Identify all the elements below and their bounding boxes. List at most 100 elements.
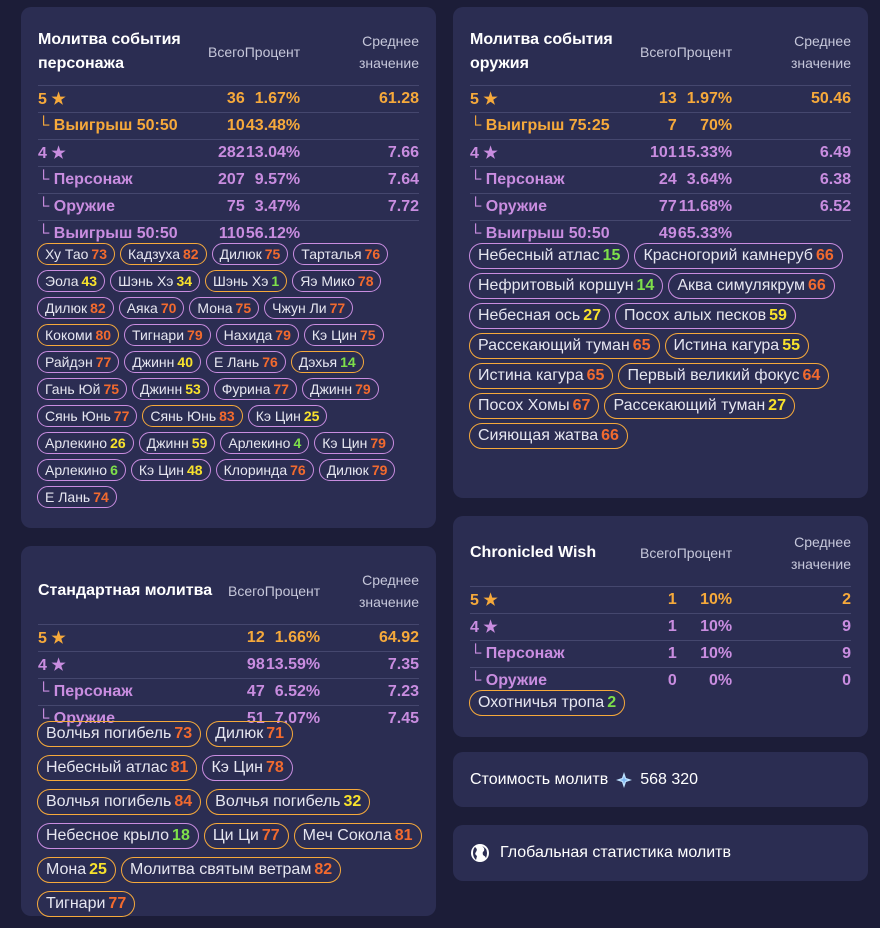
item-chip: Тигнари 77: [37, 891, 136, 917]
table-cell: 7.64: [300, 166, 419, 194]
row-character: └ Персонаж 1 10% 9: [470, 640, 851, 668]
item-chip: Сияющая жатва 66: [469, 423, 628, 449]
row-5star: 5 ★ 1 10% 2: [470, 586, 851, 614]
table-cell: 5 ★: [470, 586, 640, 614]
row-5star: 5 ★ 13 1.97% 50.46: [470, 85, 851, 113]
chip-name: Небесное крыло: [46, 827, 170, 844]
table-cell: [300, 112, 419, 140]
chip-count: 66: [815, 247, 834, 264]
item-chip: Небесный атлас 81: [37, 755, 198, 781]
chip-name: Эола: [45, 273, 79, 289]
table-cell: 10%: [676, 640, 733, 668]
global-stats-row[interactable]: Глобальная статистика молитв: [470, 825, 731, 881]
row-win-5050: └ Выигрыш 50:50 49 65.33%: [470, 220, 851, 247]
item-chip: Джинн 59: [138, 432, 216, 454]
table-cell: 1.97%: [676, 85, 733, 113]
chip-name: Кэ Цин: [211, 759, 263, 776]
chip-name: Мона: [46, 861, 87, 878]
chip-name: Дилюк: [219, 246, 262, 262]
global-stats-link[interactable]: Глобальная статистика молитв: [453, 825, 868, 881]
chip-count: 81: [170, 759, 189, 776]
item-chip: Яэ Мико 78: [292, 270, 382, 292]
stats-table: Молитва события оружия Всего Процент Сре…: [470, 19, 851, 247]
item-chip: Нефритовый коршун 14: [469, 273, 664, 299]
chip-count: 79: [370, 435, 386, 451]
chip-name: Тигнари: [132, 327, 185, 343]
chip-count: 64: [802, 367, 821, 384]
chip-name: Е Лань: [213, 354, 260, 370]
chip-list: Волчья погибель 73 Дилюк 71 Небесный атлас 81…: [37, 721, 427, 917]
chip-count: 77: [108, 895, 127, 912]
chip-count: 67: [572, 397, 591, 414]
table-cell: 1.67%: [244, 85, 301, 113]
chip-count: 25: [89, 861, 107, 878]
item-chip: Волчья погибель 84: [37, 789, 202, 815]
chip-list: Охотничья тропа 2: [469, 690, 859, 716]
row-character: └ Персонаж 47 6.52% 7.23: [38, 678, 419, 706]
chip-name: Нахида: [223, 327, 273, 343]
item-chip: Джинн 53: [132, 378, 209, 400]
chip-count: 79: [187, 327, 203, 343]
table-cell: 0%: [676, 667, 733, 694]
chip-count: 79: [275, 327, 291, 343]
item-chip: Арлекино 6: [37, 459, 126, 481]
table-cell: [300, 220, 419, 247]
chip-name: Яэ Мико: [300, 273, 355, 289]
col-total: Всего: [208, 44, 245, 60]
chip-name: Дэхья: [298, 354, 338, 370]
table-cell: └ Оружие: [470, 193, 640, 221]
item-chip: Красногорий камнеруб 66: [634, 243, 843, 269]
chip-count: 75: [103, 381, 120, 397]
item-chip: Рассекающий туман 27: [604, 393, 795, 419]
chip-name: Молитва святым ветрам: [129, 861, 312, 878]
table-cell: └ Оружие: [38, 193, 208, 221]
item-chip: Нахида 79: [215, 324, 299, 346]
chip-count: 14: [636, 277, 655, 294]
chip-name: Меч Сокола: [302, 827, 392, 844]
chip-name: Мона: [197, 300, 233, 316]
item-chip: Е Лань 74: [37, 486, 117, 508]
chip-name: Гань Юй: [45, 381, 101, 397]
table-cell: 9: [732, 613, 851, 641]
table-cell: 13.59%: [264, 651, 321, 679]
chip-name: Кокоми: [45, 327, 93, 343]
table-cell: 4 ★: [470, 139, 640, 167]
item-chip: Первый великий фокус 64: [618, 363, 830, 389]
chip-count: 59: [769, 307, 787, 324]
chip-count: 77: [273, 381, 289, 397]
row-character: └ Персонаж 207 9.57% 7.64: [38, 166, 419, 194]
chip-name: Посох Хомы: [478, 397, 570, 414]
chip-name: Аква симулякрум: [677, 277, 805, 294]
item-chip: Дилюк 82: [37, 297, 114, 319]
chip-count: 26: [110, 435, 126, 451]
item-chip: Клоринда 76: [215, 459, 314, 481]
chip-count: 4: [293, 435, 302, 451]
table-cell: 5 ★: [38, 85, 208, 113]
col-percent: Процент: [264, 583, 321, 599]
item-chip: Небесный атлас 15: [469, 243, 630, 269]
table-cell: 7.45: [320, 705, 419, 732]
col-total: Всего: [640, 545, 677, 561]
chip-count: 82: [90, 300, 106, 316]
chip-count: 79: [371, 462, 388, 478]
table-cell: └ Персонаж: [470, 640, 640, 668]
item-chip: Шэнь Хэ 34: [110, 270, 201, 292]
item-chip: Охотничья тропа 2: [469, 690, 626, 716]
item-chip: Тарталья 76: [293, 243, 389, 265]
chip-count: 32: [343, 793, 362, 810]
chip-count: 76: [262, 354, 278, 370]
chip-name: Волчья погибель: [46, 725, 172, 742]
table-cell: 4 ★: [38, 651, 228, 679]
table-cell: 6.52%: [264, 678, 321, 706]
table-cell: 98: [228, 651, 265, 679]
item-chip: Аяка 70: [118, 297, 185, 319]
table-cell: 4 ★: [38, 139, 208, 167]
table-cell: 1: [640, 613, 677, 641]
item-chip: Ху Тао 73: [37, 243, 115, 265]
item-chip: Посох алых песков 59: [615, 303, 796, 329]
item-chip: Рассекающий туман 65: [469, 333, 660, 359]
item-chip: Джинн 79: [301, 378, 379, 400]
item-chip: Гань Юй 75: [37, 378, 128, 400]
chip-name: Ци Ци: [212, 827, 259, 844]
table-cell: 10%: [676, 613, 733, 641]
